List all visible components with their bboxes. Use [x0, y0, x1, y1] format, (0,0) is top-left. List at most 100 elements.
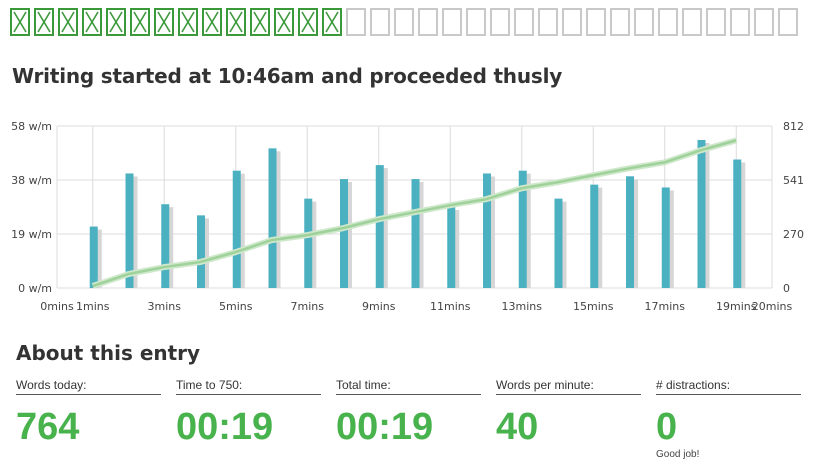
y-tick-label-right: 812	[783, 120, 804, 133]
bar	[340, 179, 348, 288]
x-tick-label: 5mins	[219, 300, 253, 313]
progress-box-empty	[370, 8, 390, 36]
y-tick-label-right: 0	[783, 282, 790, 295]
progress-box-filled	[202, 8, 222, 36]
progress-boxes	[10, 8, 802, 36]
bar	[161, 204, 170, 288]
stat-value: 00:19	[336, 406, 434, 448]
cross-icon	[13, 11, 27, 33]
bar	[483, 173, 491, 288]
cross-icon	[253, 11, 267, 33]
progress-box-filled	[106, 8, 126, 36]
bar	[626, 176, 634, 288]
progress-box-empty	[730, 8, 750, 36]
stat-label: Words per minute:	[496, 378, 641, 395]
cross-icon	[325, 11, 339, 33]
bar	[518, 170, 527, 288]
progress-box-filled	[10, 8, 30, 36]
bar	[232, 170, 241, 288]
progress-box-filled	[178, 8, 198, 36]
progress-box-filled	[298, 8, 318, 36]
stat-total-time: Total time: 00:19	[336, 378, 481, 449]
progress-box-empty	[514, 8, 534, 36]
y-tick-label-left: 58 w/m	[11, 120, 52, 133]
stat-value: 00:19	[176, 406, 274, 448]
cross-icon	[37, 11, 51, 33]
progress-box-filled	[82, 8, 102, 36]
bar	[661, 187, 670, 288]
cross-icon	[301, 11, 315, 33]
progress-box-empty	[538, 8, 558, 36]
bar	[89, 226, 98, 288]
x-tick-label: 13mins	[502, 300, 543, 313]
x-tick-label: 7mins	[291, 300, 325, 313]
bar	[125, 173, 134, 288]
progress-box-filled	[322, 8, 342, 36]
progress-box-filled	[130, 8, 150, 36]
cross-icon	[157, 11, 171, 33]
stat-words-today: Words today: 764	[16, 378, 161, 449]
y-tick-label-right: 541	[783, 174, 804, 187]
stat-value: 0	[656, 406, 678, 448]
stat-value: 40	[496, 406, 539, 448]
stat-label: Words today:	[16, 378, 161, 395]
stat-words-per-minute: Words per minute: 40	[496, 378, 641, 449]
progress-box-empty	[682, 8, 702, 36]
progress-box-empty	[586, 8, 606, 36]
progress-box-filled	[58, 8, 78, 36]
progress-box-empty	[442, 8, 462, 36]
about-title: About this entry	[16, 341, 201, 365]
cross-icon	[229, 11, 243, 33]
progress-box-empty	[658, 8, 678, 36]
x-tick-label: 20mins	[752, 300, 793, 313]
bar	[268, 148, 277, 288]
stat-label: Time to 750:	[176, 378, 321, 395]
cross-icon	[205, 11, 219, 33]
bar	[554, 198, 563, 288]
page-title: Writing started at 10:46am and proceeded…	[12, 64, 563, 88]
bar	[197, 215, 205, 288]
stat-value: 764	[16, 406, 80, 448]
x-tick-label: 3mins	[148, 300, 182, 313]
progress-box-empty	[394, 8, 414, 36]
bar	[375, 165, 384, 288]
stat-label: # distractions:	[656, 378, 801, 395]
x-tick-label: 19mins	[716, 300, 757, 313]
progress-box-filled	[34, 8, 54, 36]
progress-box-empty	[706, 8, 726, 36]
progress-box-filled	[250, 8, 270, 36]
y-tick-label-left: 38 w/m	[11, 174, 52, 187]
progress-box-empty	[562, 8, 582, 36]
x-tick-label: 15mins	[573, 300, 614, 313]
progress-box-empty	[778, 8, 798, 36]
cross-icon	[85, 11, 99, 33]
stat-label: Total time:	[336, 378, 481, 395]
x-tick-label: 11mins	[430, 300, 471, 313]
bar	[447, 207, 456, 288]
y-tick-label-left: 19 w/m	[11, 228, 52, 241]
y-tick-label-left: 0 w/m	[18, 282, 52, 295]
cross-icon	[61, 11, 75, 33]
progress-box-empty	[754, 8, 774, 36]
cross-icon	[181, 11, 195, 33]
cross-icon	[109, 11, 123, 33]
progress-box-filled	[226, 8, 246, 36]
writing-chart: 0 w/m 19 w/m 38 w/m 58 w/m 0 270 541 812 0mins 1m…	[11, 120, 804, 313]
x-tick-label: 1mins	[76, 300, 110, 313]
progress-box-empty	[346, 8, 366, 36]
cross-icon	[133, 11, 147, 33]
bar	[304, 198, 313, 288]
line-series	[92, 139, 737, 288]
bar	[697, 139, 706, 288]
stat-time-to-750: Time to 750: 00:19	[176, 378, 321, 449]
x-tick-label: 17mins	[645, 300, 686, 313]
progress-box-empty	[466, 8, 486, 36]
stat-note: Good job!	[656, 449, 700, 460]
progress-box-empty	[418, 8, 438, 36]
progress-box-filled	[154, 8, 174, 36]
x-tick-label: 9mins	[362, 300, 396, 313]
cross-icon	[277, 11, 291, 33]
y-tick-label-right: 270	[783, 228, 804, 241]
bar	[733, 159, 742, 288]
progress-box-filled	[274, 8, 294, 36]
